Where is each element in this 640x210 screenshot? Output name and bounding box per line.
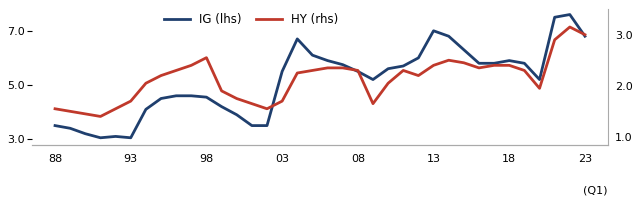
- IG (lhs): [308, 54, 316, 56]
- IG (lhs): [172, 94, 180, 97]
- IG (lhs): [384, 67, 392, 70]
- HY (rhs): [51, 108, 59, 110]
- HY (rhs): [460, 62, 468, 64]
- HY (rhs): [142, 82, 150, 84]
- IG (lhs): [536, 78, 543, 81]
- HY (rhs): [354, 69, 362, 72]
- HY (rhs): [278, 100, 286, 102]
- HY (rhs): [233, 97, 241, 100]
- IG (lhs): [142, 108, 150, 111]
- HY (rhs): [157, 74, 165, 77]
- IG (lhs): [475, 62, 483, 64]
- HY (rhs): [188, 64, 195, 67]
- IG (lhs): [551, 16, 559, 18]
- HY (rhs): [248, 102, 256, 105]
- HY (rhs): [445, 59, 452, 62]
- IG (lhs): [294, 38, 301, 40]
- HY (rhs): [339, 67, 346, 69]
- IG (lhs): [112, 135, 120, 138]
- IG (lhs): [324, 59, 332, 62]
- IG (lhs): [233, 113, 241, 116]
- IG (lhs): [520, 62, 528, 64]
- HY (rhs): [369, 102, 377, 105]
- HY (rhs): [506, 64, 513, 67]
- HY (rhs): [308, 69, 316, 72]
- IG (lhs): [566, 13, 573, 16]
- Legend: IG (lhs), HY (rhs): IG (lhs), HY (rhs): [159, 8, 343, 31]
- HY (rhs): [263, 108, 271, 110]
- HY (rhs): [172, 69, 180, 72]
- IG (lhs): [278, 70, 286, 73]
- HY (rhs): [581, 33, 589, 36]
- HY (rhs): [218, 90, 225, 92]
- HY (rhs): [399, 69, 407, 72]
- IG (lhs): [339, 63, 346, 66]
- IG (lhs): [445, 35, 452, 37]
- IG (lhs): [506, 59, 513, 62]
- IG (lhs): [490, 62, 498, 64]
- IG (lhs): [97, 136, 104, 139]
- IG (lhs): [369, 78, 377, 81]
- Text: (Q1): (Q1): [583, 185, 607, 195]
- Line: HY (rhs): HY (rhs): [55, 27, 585, 116]
- IG (lhs): [218, 105, 225, 108]
- IG (lhs): [399, 65, 407, 67]
- HY (rhs): [81, 113, 89, 115]
- IG (lhs): [67, 127, 74, 130]
- IG (lhs): [51, 124, 59, 127]
- HY (rhs): [294, 72, 301, 74]
- HY (rhs): [112, 108, 120, 110]
- IG (lhs): [581, 35, 589, 37]
- HY (rhs): [415, 74, 422, 77]
- IG (lhs): [81, 133, 89, 135]
- IG (lhs): [188, 94, 195, 97]
- IG (lhs): [203, 96, 211, 98]
- HY (rhs): [429, 64, 437, 67]
- IG (lhs): [157, 97, 165, 100]
- HY (rhs): [490, 64, 498, 67]
- HY (rhs): [566, 26, 573, 28]
- HY (rhs): [203, 56, 211, 59]
- HY (rhs): [127, 100, 134, 102]
- IG (lhs): [263, 124, 271, 127]
- HY (rhs): [384, 82, 392, 84]
- HY (rhs): [67, 110, 74, 113]
- HY (rhs): [536, 87, 543, 90]
- IG (lhs): [460, 49, 468, 51]
- HY (rhs): [551, 38, 559, 41]
- IG (lhs): [354, 70, 362, 73]
- IG (lhs): [127, 136, 134, 139]
- HY (rhs): [475, 67, 483, 69]
- IG (lhs): [415, 57, 422, 59]
- HY (rhs): [520, 69, 528, 72]
- Line: IG (lhs): IG (lhs): [55, 14, 585, 138]
- IG (lhs): [429, 30, 437, 32]
- IG (lhs): [248, 124, 256, 127]
- HY (rhs): [97, 115, 104, 118]
- HY (rhs): [324, 67, 332, 69]
